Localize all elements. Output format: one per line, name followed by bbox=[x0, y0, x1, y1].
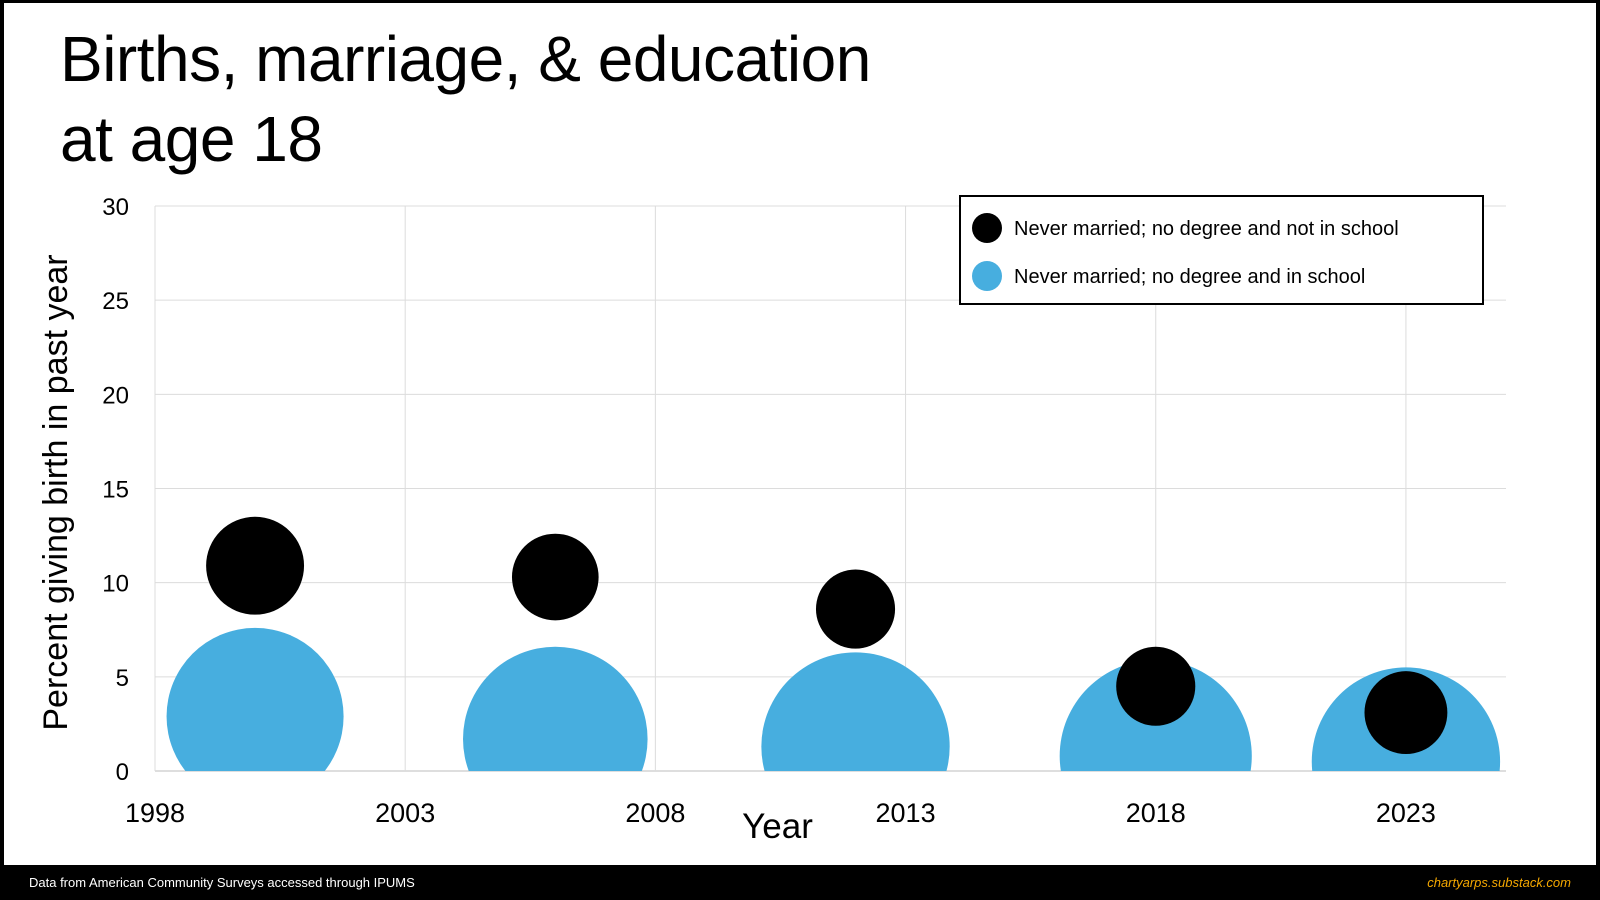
y-tick-label: 20 bbox=[102, 382, 129, 409]
legend-box bbox=[959, 195, 1484, 305]
in-school-bubble bbox=[166, 627, 344, 771]
legend-label: Never married; no degree and not in scho… bbox=[1014, 218, 1399, 240]
chart-plot: 0 5 10 15 20 25 30 1998 2003 2008 2013 2018 2023 Year… bbox=[37, 194, 1506, 846]
legend-label: Never married; no degree and in school bbox=[1014, 266, 1365, 288]
x-tick-label: 2018 bbox=[1126, 798, 1186, 828]
y-tick-label: 5 bbox=[116, 665, 129, 692]
y-tick-label: 30 bbox=[102, 194, 129, 221]
x-tick-label: 2008 bbox=[625, 798, 685, 828]
not-in-school-bubble bbox=[815, 569, 896, 649]
x-tick-label: 2013 bbox=[876, 798, 936, 828]
y-tick-label: 15 bbox=[102, 477, 129, 504]
y-tick-label: 10 bbox=[102, 571, 129, 598]
y-tick-label: 25 bbox=[102, 288, 129, 315]
x-axis-title: Year bbox=[742, 807, 813, 846]
x-tick-label: 2003 bbox=[375, 798, 435, 828]
y-axis-title: Percent giving birth in past year bbox=[37, 254, 75, 730]
bubble-layer bbox=[166, 516, 1501, 771]
not-in-school-bubble bbox=[1364, 671, 1448, 755]
in-school-bubble bbox=[463, 646, 648, 771]
chart-title-line-1: Births, marriage, & education bbox=[60, 23, 871, 95]
not-in-school-bubble bbox=[511, 533, 599, 621]
chart-title: Births, marriage, & education at age 18 bbox=[60, 19, 871, 179]
footer-bar: Data from American Community Surveys acc… bbox=[0, 865, 1600, 900]
in-school-bubble bbox=[761, 652, 950, 771]
y-tick-label: 0 bbox=[116, 759, 129, 786]
not-in-school-bubble bbox=[1116, 646, 1196, 726]
x-tick-label: 1998 bbox=[125, 798, 185, 828]
chart-frame: Births, marriage, & education at age 18 … bbox=[4, 3, 1596, 865]
legend-marker bbox=[972, 213, 1002, 243]
not-in-school-bubble bbox=[206, 516, 305, 615]
site-credit: chartyarps.substack.com bbox=[1427, 875, 1571, 890]
chart-title-line-2: at age 18 bbox=[60, 103, 323, 175]
legend-marker bbox=[972, 261, 1002, 291]
source-note: Data from American Community Surveys acc… bbox=[29, 875, 415, 890]
x-tick-label: 2023 bbox=[1376, 798, 1436, 828]
